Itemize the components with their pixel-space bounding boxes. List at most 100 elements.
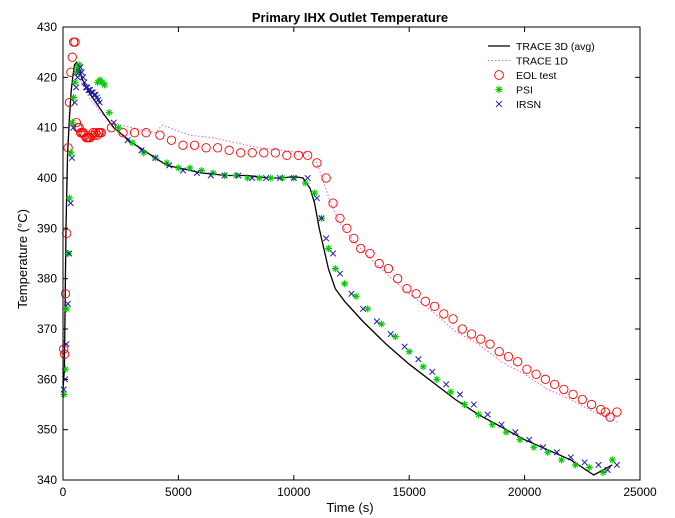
data-point — [247, 148, 257, 158]
y-tick-label: 370 — [37, 322, 57, 336]
data-point — [244, 174, 252, 182]
data-point — [64, 300, 72, 307]
data-point — [488, 421, 496, 429]
data-point — [60, 390, 68, 398]
data-point — [224, 145, 234, 155]
plot-frame — [62, 26, 641, 481]
data-point — [335, 213, 345, 223]
data-point — [232, 171, 240, 179]
y-tick-label: 400 — [37, 171, 57, 185]
data-point — [342, 223, 352, 233]
data-point — [70, 37, 80, 47]
data-point — [411, 289, 421, 299]
x-tick-label: 10000 — [277, 485, 311, 499]
data-point — [293, 150, 304, 161]
x-tick-label: 20000 — [508, 485, 542, 499]
data-point — [364, 305, 372, 313]
data-point — [129, 128, 140, 138]
data-point — [568, 389, 578, 400]
chart-title: Primary IHX Outlet Temperature — [252, 10, 448, 25]
x-tick-label: 5000 — [165, 485, 192, 499]
data-point — [401, 343, 408, 350]
y-tick-label: 380 — [37, 272, 57, 286]
data-point — [352, 292, 360, 300]
data-point — [114, 124, 122, 132]
legend-label: IRSN — [516, 99, 541, 111]
data-point — [290, 174, 297, 182]
data-point — [128, 139, 136, 147]
data-point — [166, 135, 177, 145]
data-point — [470, 401, 477, 408]
data-point — [270, 148, 280, 158]
data-point — [71, 99, 78, 106]
data-point — [155, 130, 165, 140]
data-point — [466, 329, 477, 339]
data-point — [141, 128, 151, 138]
data-point — [304, 174, 311, 182]
data-point — [359, 305, 367, 313]
data-point — [442, 381, 450, 388]
data-point — [101, 81, 109, 89]
data-point — [138, 147, 145, 154]
data-point — [221, 172, 228, 179]
y-tick-label: 340 — [37, 473, 57, 487]
data-point — [567, 454, 574, 461]
data-point — [91, 128, 101, 138]
data-point — [96, 128, 106, 138]
data-point — [419, 363, 427, 371]
data-point — [502, 428, 510, 436]
data-point — [152, 154, 159, 162]
data-point — [405, 348, 413, 356]
data-point — [68, 119, 76, 127]
data-point — [75, 61, 83, 69]
data-point — [456, 391, 464, 398]
data-point — [60, 386, 67, 393]
data-point — [402, 284, 412, 294]
data-point — [600, 407, 611, 417]
data-point — [59, 349, 70, 359]
data-point — [64, 250, 72, 257]
data-point — [105, 109, 113, 117]
legend-swatch — [495, 85, 503, 94]
axes: 0 5000 10000 15000 20000 25000 340 350 360 370 380… — [37, 20, 657, 499]
data-point — [324, 244, 332, 252]
data-point — [302, 150, 313, 161]
data-point — [74, 63, 82, 71]
y-axis-title: Temperature (°C) — [15, 209, 30, 309]
data-point — [613, 461, 621, 469]
data-point — [124, 137, 131, 144]
data-point — [259, 148, 269, 158]
data-point — [174, 164, 182, 172]
data-point — [65, 194, 73, 202]
data-point — [236, 148, 246, 158]
data-point — [74, 74, 81, 81]
data-point — [415, 356, 422, 363]
data-point — [179, 167, 187, 174]
data-point — [81, 79, 88, 86]
data-point — [585, 463, 593, 471]
data-point — [586, 399, 597, 410]
data-point — [539, 444, 547, 451]
data-point — [540, 374, 551, 384]
data-point — [63, 340, 70, 348]
data-point — [71, 78, 79, 86]
series-trace-1d — [62, 66, 618, 423]
data-point — [278, 174, 286, 182]
data-point — [383, 263, 394, 274]
data-point — [512, 429, 519, 436]
data-point — [328, 198, 338, 208]
data-point — [605, 412, 615, 422]
data-point — [553, 449, 561, 456]
data-point — [110, 119, 117, 126]
y-tick-label: 420 — [37, 70, 57, 84]
data-point — [559, 384, 569, 395]
data-point — [571, 461, 579, 469]
data-point — [201, 143, 211, 153]
data-point — [166, 162, 173, 169]
data-point — [378, 320, 386, 328]
data-point — [612, 407, 622, 417]
series-line — [62, 66, 618, 423]
series-eol-test — [59, 37, 622, 422]
data-point — [77, 64, 84, 71]
